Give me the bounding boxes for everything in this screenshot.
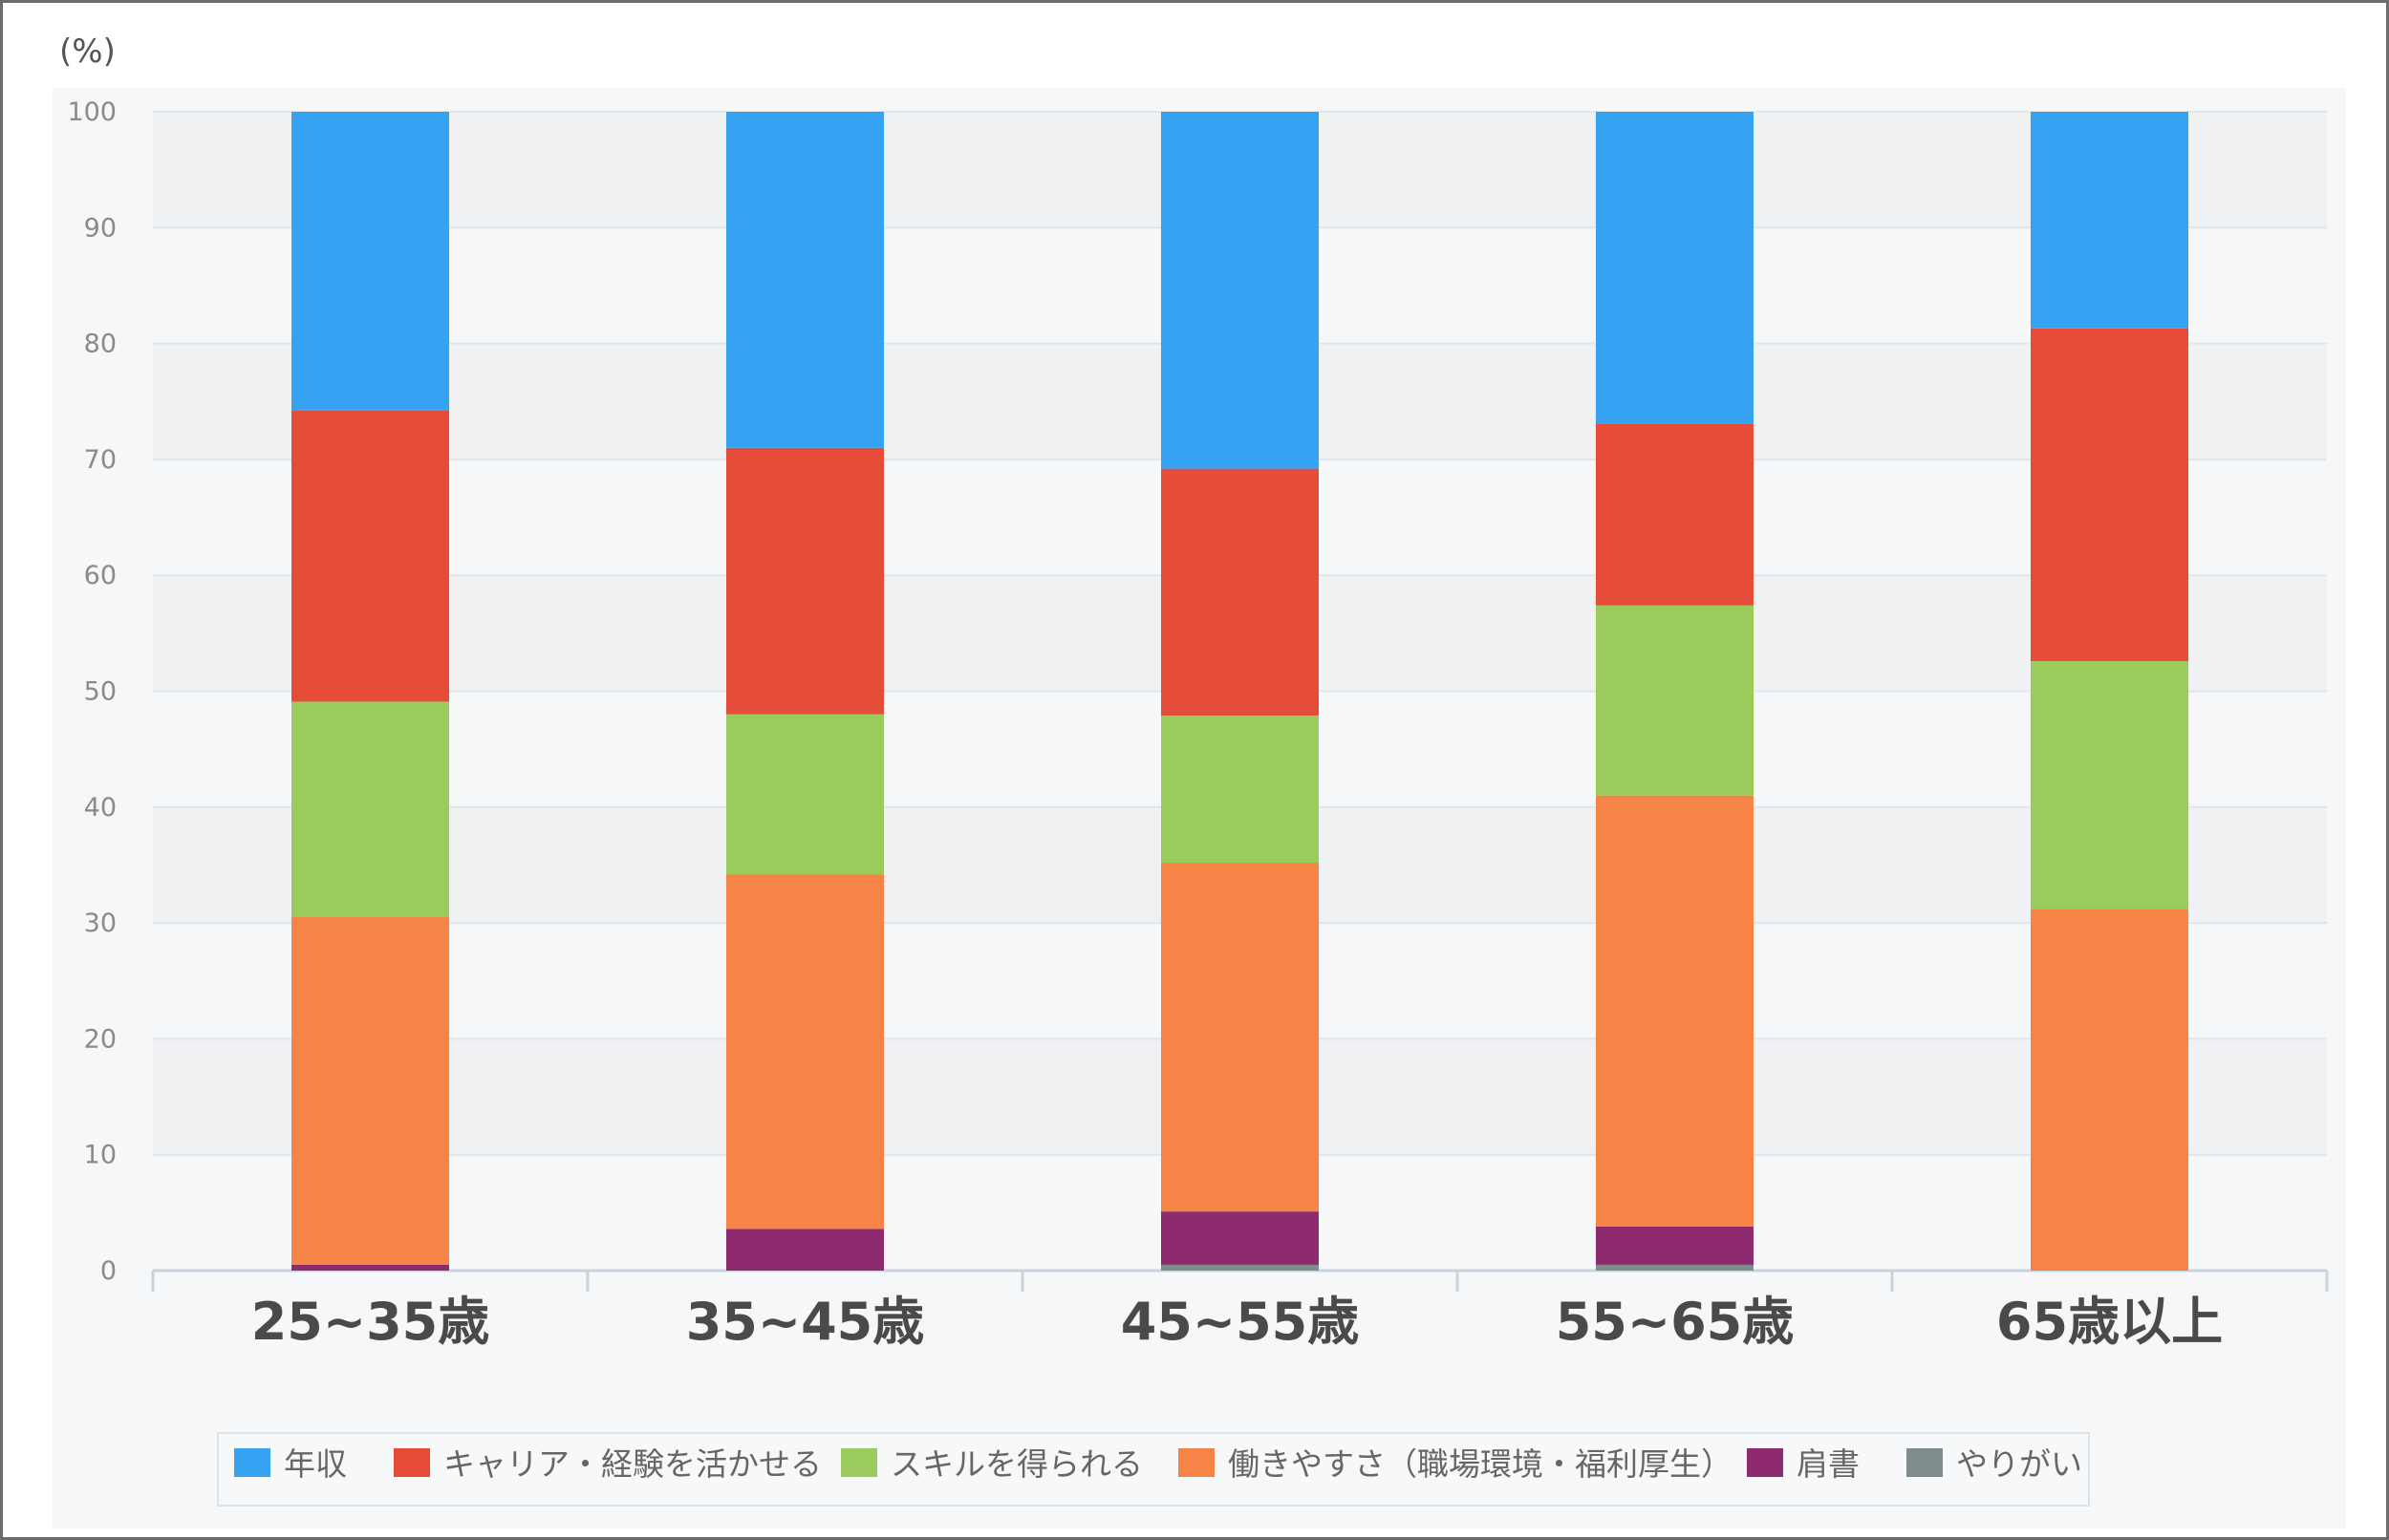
legend-label: スキルを得られる: [891, 1445, 1143, 1483]
bar-segment: [1161, 112, 1319, 469]
bar-segment: [726, 447, 884, 715]
x-category-label: 45~55歳: [1121, 1292, 1360, 1352]
x-category-label: 35~45歳: [686, 1292, 925, 1352]
legend-swatch: [1747, 1448, 1783, 1477]
bar-segment: [726, 112, 884, 448]
bar-segment: [1161, 1211, 1319, 1265]
bar-segment: [1596, 423, 1754, 606]
legend-label: やりがい: [1956, 1445, 2082, 1483]
bar-segment: [1596, 605, 1754, 796]
y-tick-label: 40: [84, 793, 117, 823]
y-tick-label: 80: [84, 330, 117, 359]
x-category-label: 65歳以上: [1996, 1292, 2223, 1352]
bar-segment: [726, 874, 884, 1230]
bar-segment: [1596, 1226, 1754, 1265]
bar-segment: [2031, 660, 2188, 909]
bar-segment: [291, 410, 449, 702]
legend-label: キャリア・経験を活かせる: [443, 1445, 822, 1483]
y-tick-label: 70: [84, 445, 117, 475]
bar-segment: [1596, 1264, 1754, 1271]
bar-segment: [2031, 328, 2188, 661]
y-tick-label: 50: [84, 677, 117, 707]
bar-segment: [291, 917, 449, 1265]
legend-label: 年収: [284, 1445, 347, 1483]
y-tick-label: 10: [84, 1141, 117, 1170]
legend-swatch: [1906, 1448, 1943, 1477]
bar-segment: [2031, 909, 2188, 1271]
bar-segment: [1596, 112, 1754, 424]
y-tick-label: 90: [84, 213, 117, 243]
legend-swatch: [234, 1448, 270, 1477]
bar-segment: [1161, 715, 1319, 864]
bar-segment: [726, 1229, 884, 1271]
legend-label: 働きやすさ（職場環境・福利厚生）: [1228, 1445, 1733, 1483]
x-category-label: 55~65歳: [1556, 1292, 1795, 1352]
bar-segment: [291, 112, 449, 411]
legend-swatch: [841, 1448, 877, 1477]
bar-segment: [1161, 863, 1319, 1212]
bar-segment: [2031, 112, 2188, 329]
bar-segment: [1161, 468, 1319, 716]
y-axis-unit-label: (%): [59, 32, 116, 71]
legend-swatch: [394, 1448, 430, 1477]
legend-swatch: [1178, 1448, 1215, 1477]
bar-segment: [726, 714, 884, 875]
y-tick-label: 20: [84, 1024, 117, 1054]
y-tick-label: 100: [67, 97, 117, 127]
y-tick-label: 60: [84, 561, 117, 590]
legend-label: 肩書: [1797, 1445, 1860, 1483]
x-category-label: 25~35歳: [251, 1292, 490, 1352]
bar-segment: [1161, 1264, 1319, 1271]
bar-segment: [1596, 795, 1754, 1227]
bar-segment: [291, 1264, 449, 1271]
y-tick-label: 0: [100, 1256, 117, 1286]
y-tick-label: 30: [84, 909, 117, 938]
bar-segment: [291, 701, 449, 918]
